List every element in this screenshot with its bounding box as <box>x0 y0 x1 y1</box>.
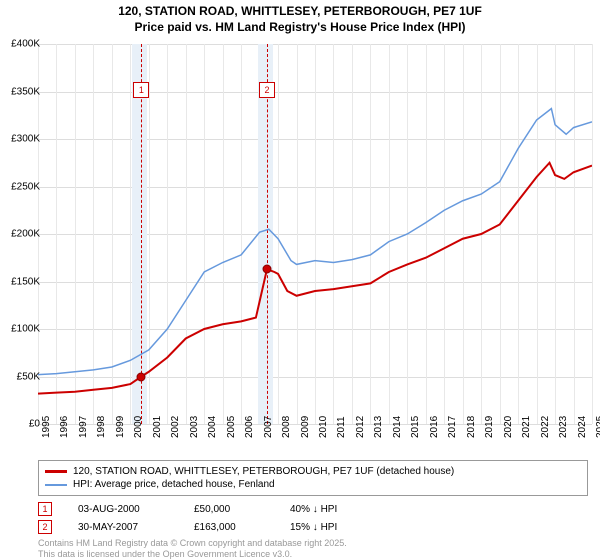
x-axis-tick-label: 2012 <box>355 416 366 438</box>
y-axis-tick-label: £200K <box>4 229 40 240</box>
line-chart-svg <box>38 44 592 424</box>
legend-box: 120, STATION ROAD, WHITTLESEY, PETERBORO… <box>38 460 588 496</box>
x-axis-tick-label: 2011 <box>336 416 347 438</box>
marker-label-box: 1 <box>133 82 149 98</box>
legend-label: 120, STATION ROAD, WHITTLESEY, PETERBORO… <box>73 466 454 477</box>
y-axis-tick-label: £50K <box>4 371 40 382</box>
sale-price-1: £50,000 <box>194 504 264 515</box>
sale-delta-1: 40% ↓ HPI <box>290 504 337 515</box>
footer-attribution: Contains HM Land Registry data © Crown c… <box>38 538 347 560</box>
x-axis-tick-label: 2007 <box>263 416 274 438</box>
x-axis-tick-label: 2000 <box>133 416 144 438</box>
x-axis-tick-label: 2024 <box>577 416 588 438</box>
x-axis-tick-label: 1996 <box>59 416 70 438</box>
x-axis-tick-label: 2003 <box>189 416 200 438</box>
title-line2: Price paid vs. HM Land Registry's House … <box>0 20 600 36</box>
y-axis-tick-label: £0 <box>4 419 40 430</box>
legend-swatch <box>45 470 67 473</box>
sale-marker-1: 1 <box>38 502 52 516</box>
sale-row-2: 2 30-MAY-2007 £163,000 15% ↓ HPI <box>38 520 337 534</box>
x-axis-tick-label: 2002 <box>170 416 181 438</box>
x-axis-tick-label: 2014 <box>392 416 403 438</box>
x-axis-tick-label: 2013 <box>373 416 384 438</box>
footer-line1: Contains HM Land Registry data © Crown c… <box>38 538 347 549</box>
footer-line2: This data is licensed under the Open Gov… <box>38 549 347 560</box>
x-axis-tick-label: 2010 <box>318 416 329 438</box>
legend-item: HPI: Average price, detached house, Fenl… <box>45 478 581 491</box>
x-axis-tick-label: 2006 <box>244 416 255 438</box>
x-axis-tick-label: 1998 <box>96 416 107 438</box>
marker-dot <box>137 372 146 381</box>
legend-label: HPI: Average price, detached house, Fenl… <box>73 479 275 490</box>
sale-date-2: 30-MAY-2007 <box>78 522 168 533</box>
sale-date-1: 03-AUG-2000 <box>78 504 168 515</box>
y-axis-tick-label: £300K <box>4 134 40 145</box>
x-axis-tick-label: 2021 <box>521 416 532 438</box>
legend-item: 120, STATION ROAD, WHITTLESEY, PETERBORO… <box>45 465 581 478</box>
legend-swatch <box>45 484 67 486</box>
x-axis-tick-label: 1999 <box>115 416 126 438</box>
y-axis-tick-label: £150K <box>4 276 40 287</box>
x-axis-tick-label: 2020 <box>503 416 514 438</box>
chart-container: 120, STATION ROAD, WHITTLESEY, PETERBORO… <box>0 0 600 560</box>
x-axis-tick-label: 2008 <box>281 416 292 438</box>
title-line1: 120, STATION ROAD, WHITTLESEY, PETERBORO… <box>0 4 600 20</box>
marker-dot <box>262 265 271 274</box>
y-axis-tick-label: £100K <box>4 324 40 335</box>
x-axis-tick-label: 2016 <box>429 416 440 438</box>
x-axis-tick-label: 2018 <box>466 416 477 438</box>
sale-price-2: £163,000 <box>194 522 264 533</box>
sale-row-1: 1 03-AUG-2000 £50,000 40% ↓ HPI <box>38 502 337 516</box>
sale-marker-2: 2 <box>38 520 52 534</box>
x-axis-tick-label: 2001 <box>152 416 163 438</box>
x-axis-tick-label: 1997 <box>78 416 89 438</box>
y-axis-tick-label: £250K <box>4 181 40 192</box>
series-line-hpi <box>38 109 592 375</box>
x-axis-tick-label: 2023 <box>558 416 569 438</box>
x-axis-tick-label: 1995 <box>41 416 52 438</box>
y-axis-tick-label: £400K <box>4 39 40 50</box>
x-axis-tick-label: 2025 <box>595 416 600 438</box>
x-axis-tick-label: 2019 <box>484 416 495 438</box>
x-axis-tick-label: 2022 <box>540 416 551 438</box>
marker-label-box: 2 <box>259 82 275 98</box>
sale-delta-2: 15% ↓ HPI <box>290 522 337 533</box>
series-line-price_paid <box>38 163 592 394</box>
x-axis-tick-label: 2004 <box>207 416 218 438</box>
gridline-v <box>592 44 593 424</box>
x-axis-tick-label: 2009 <box>300 416 311 438</box>
y-axis-tick-label: £350K <box>4 86 40 97</box>
x-axis-tick-label: 2015 <box>410 416 421 438</box>
x-axis-tick-label: 2017 <box>447 416 458 438</box>
x-axis-tick-label: 2005 <box>226 416 237 438</box>
chart-title: 120, STATION ROAD, WHITTLESEY, PETERBORO… <box>0 0 600 35</box>
